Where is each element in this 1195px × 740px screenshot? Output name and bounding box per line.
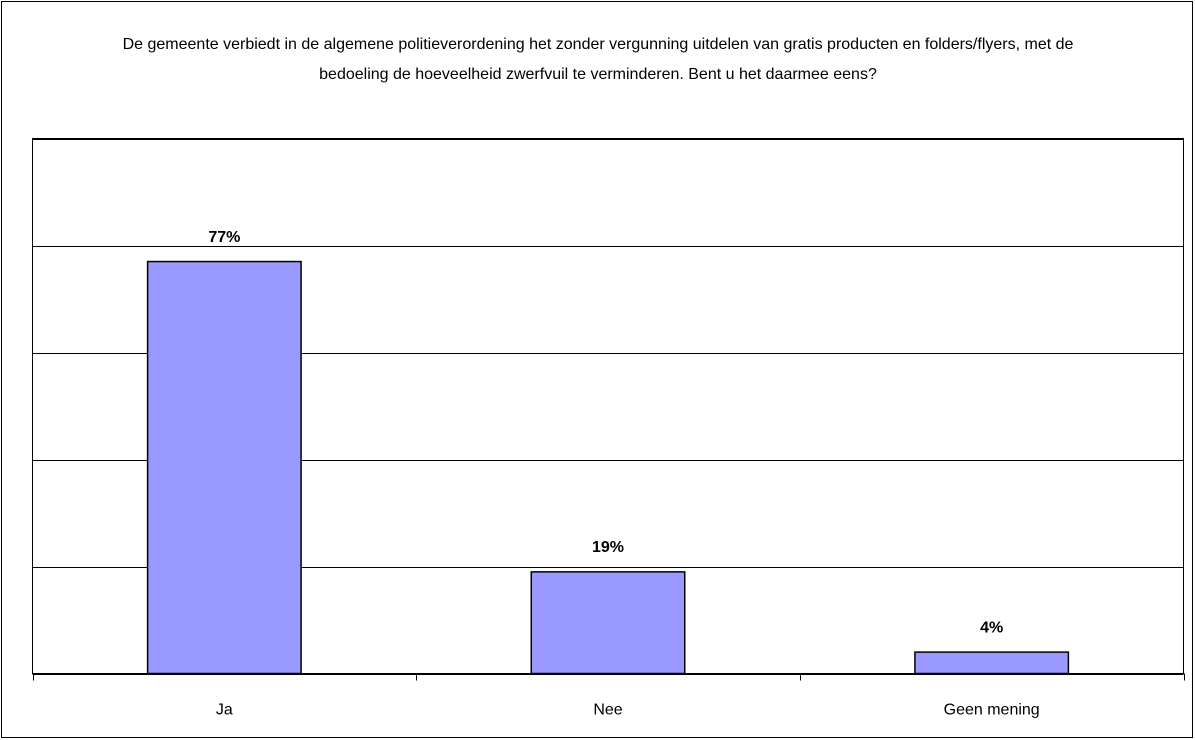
bar [914, 651, 1070, 675]
bar [530, 571, 686, 675]
x-tick-label: Nee [593, 702, 622, 719]
value-label: 4% [980, 619, 1003, 636]
bar [146, 260, 302, 675]
value-label: 19% [592, 539, 624, 556]
value-label: 77% [208, 229, 240, 246]
x-tick-label: Geen mening [944, 702, 1040, 719]
chart-title: De gemeente verbiedt in de algemene poli… [122, 36, 1074, 83]
x-tick-label: Ja [216, 702, 233, 719]
